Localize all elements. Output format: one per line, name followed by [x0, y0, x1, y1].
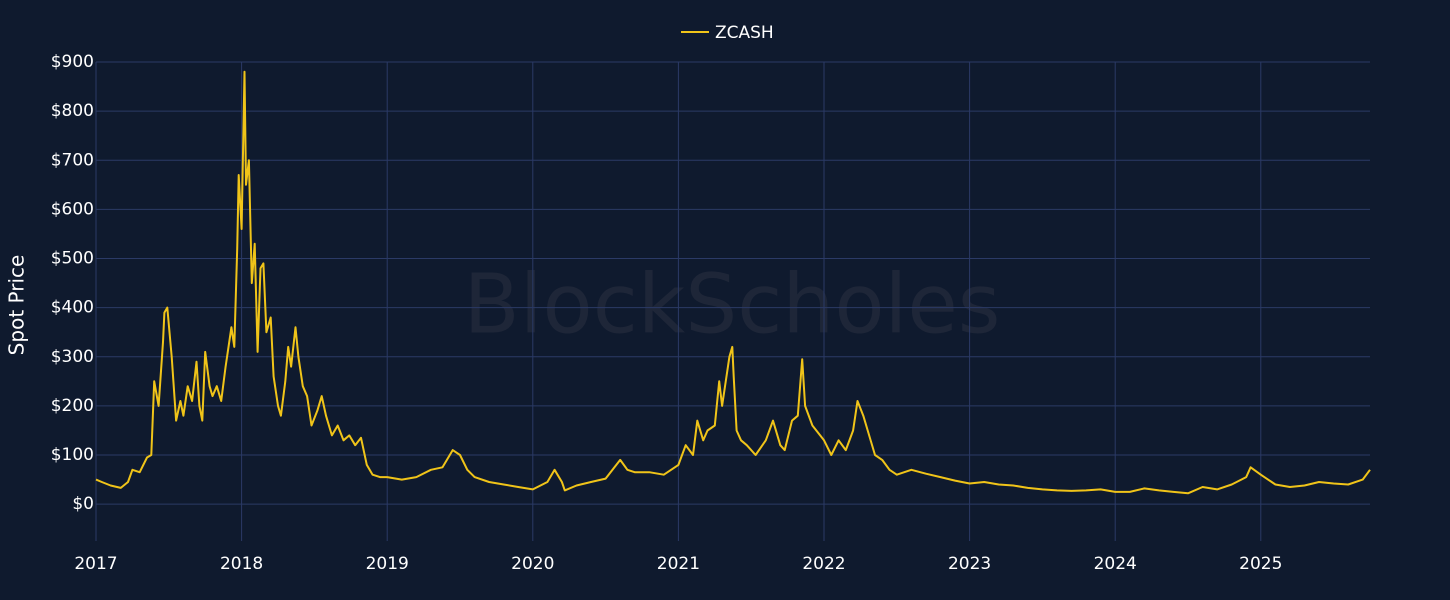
y-tick-label: $800	[51, 101, 94, 121]
x-tick-label: 2022	[802, 554, 845, 574]
x-tick-label: 2017	[74, 554, 117, 574]
y-tick-label: $100	[51, 445, 94, 465]
x-tick-label: 2021	[657, 554, 700, 574]
y-tick-label: $400	[51, 298, 94, 318]
x-tick-label: 2023	[948, 554, 991, 574]
legend-label: ZCASH	[715, 23, 774, 43]
y-tick-label: $300	[51, 347, 94, 367]
y-tick-label: $0	[72, 494, 94, 514]
x-tick-label: 2024	[1094, 554, 1137, 574]
y-axis-label: Spot Price	[5, 255, 29, 356]
y-tick-label: $200	[51, 396, 94, 416]
y-tick-label: $600	[51, 199, 94, 219]
x-tick-label: 2018	[220, 554, 263, 574]
x-tick-label: 2025	[1239, 554, 1282, 574]
y-tick-label: $900	[51, 52, 94, 72]
x-tick-label: 2019	[366, 554, 409, 574]
y-tick-label: $700	[51, 150, 94, 170]
watermark: BlockScholes	[463, 257, 1000, 352]
y-tick-label: $500	[51, 249, 94, 269]
x-tick-label: 2020	[511, 554, 554, 574]
legend: ZCASH	[681, 23, 774, 43]
line-series	[95, 70, 1371, 495]
